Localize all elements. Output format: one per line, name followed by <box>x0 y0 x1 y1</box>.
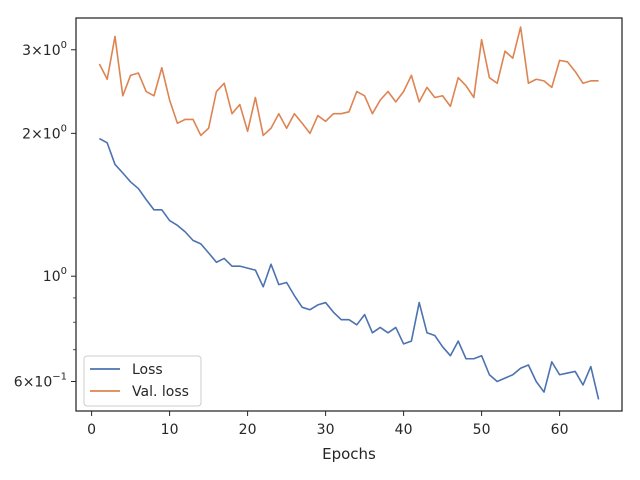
y-tick-label: 6×10−1 <box>14 372 67 391</box>
x-tick-label: 50 <box>473 422 491 438</box>
y-tick-label: 3×100 <box>22 40 67 59</box>
series-line-val-loss <box>98 26 599 137</box>
x-tick-label: 40 <box>395 422 413 438</box>
y-tick-label: 2×100 <box>22 123 67 142</box>
legend: Loss Val. loss <box>83 355 202 407</box>
y-axis: 6×10−1 100 2×100 3×100 <box>14 40 76 391</box>
series-line-loss <box>99 137 600 400</box>
x-tick-label: 60 <box>551 422 569 438</box>
x-axis-label: Epochs <box>322 445 376 463</box>
x-tick-label: 20 <box>239 422 257 438</box>
plot-lines <box>98 26 600 400</box>
x-axis: 0 10 20 30 40 50 60 <box>87 411 569 438</box>
plot-frame <box>75 17 623 412</box>
y-tick-label: 100 <box>43 266 67 285</box>
legend-label: Val. loss <box>132 384 189 400</box>
x-tick-label: 30 <box>317 422 335 438</box>
x-tick-label: 0 <box>87 422 96 438</box>
x-tick-label: 10 <box>161 422 179 438</box>
legend-label: Loss <box>132 362 163 378</box>
